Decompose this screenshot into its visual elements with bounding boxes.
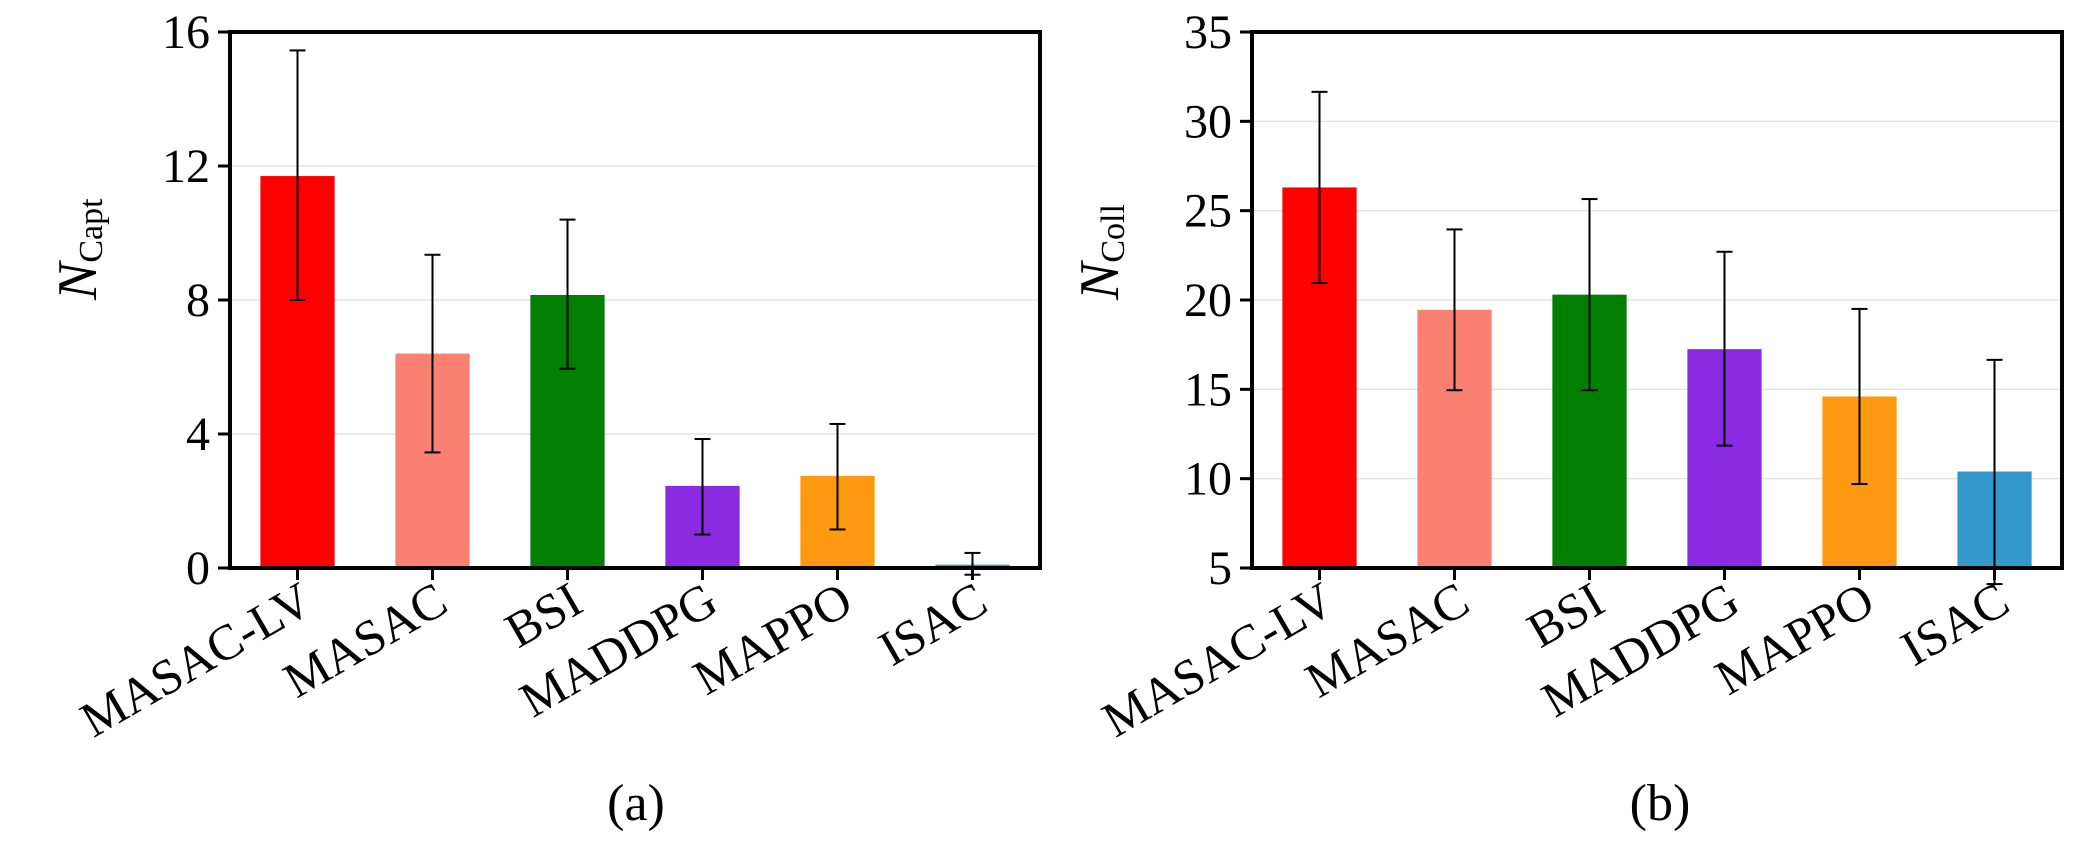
error-bar-masac	[1446, 228, 1463, 392]
panel-label-a: (a)	[607, 775, 665, 832]
y-tick-label: 0	[186, 542, 210, 595]
error-bar-bsi	[1581, 198, 1598, 392]
error-bar-isac	[1986, 358, 2003, 586]
x-tick-label: MAPPO	[1706, 571, 1883, 706]
y-tick-label: 20	[1184, 274, 1232, 327]
y-tick-label: 35	[1184, 6, 1232, 59]
x-tick-label: ISAC	[1891, 571, 2018, 676]
y-tick-label: 30	[1184, 95, 1232, 148]
error-bar-maddpg	[1716, 250, 1733, 447]
error-bar-mappo	[1851, 307, 1868, 486]
plot-frame-b	[1250, 30, 2064, 570]
error-bar-bsi	[559, 218, 576, 370]
y-tick-label: 15	[1184, 363, 1232, 416]
error-bar-mappo	[829, 422, 846, 531]
error-bar-maddpg	[694, 438, 711, 536]
y-tick-label: 10	[1184, 453, 1232, 506]
y-tick-label: 5	[1208, 542, 1232, 595]
error-bar-masac-lv	[1311, 90, 1328, 285]
panel-label-b: (b)	[1630, 775, 1691, 832]
y-axis-label-b: NColl	[1069, 204, 1132, 301]
error-bar-masac-lv	[289, 49, 306, 301]
y-tick-label: 12	[162, 140, 210, 193]
plot-frame-a	[228, 30, 1042, 570]
y-tick-label: 4	[186, 408, 210, 461]
y-axis-label-a: NCapt	[47, 198, 110, 301]
y-tick-label: 25	[1184, 185, 1232, 238]
x-tick-label: ISAC	[869, 571, 996, 676]
y-tick-label: 8	[186, 274, 210, 327]
x-tick-label: MAPPO	[684, 571, 861, 706]
y-tick-label: 16	[162, 6, 210, 59]
error-bar-masac	[424, 253, 441, 454]
